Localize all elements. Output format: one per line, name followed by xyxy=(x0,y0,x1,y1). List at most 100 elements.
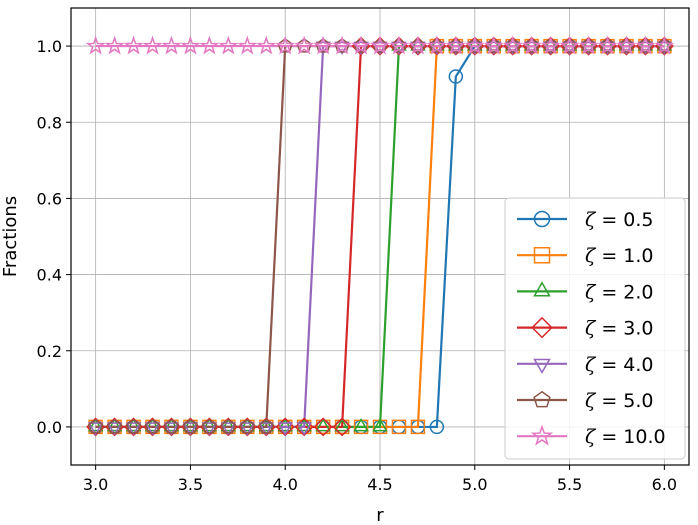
data-point xyxy=(448,69,464,84)
legend-value: = 3.0 xyxy=(601,318,653,340)
legend-marker xyxy=(533,246,551,264)
legend-label: ζ = 2.0 xyxy=(585,281,654,303)
y-tick-label: 0.4 xyxy=(37,266,62,285)
data-point xyxy=(125,422,142,436)
y-tick-label: 0.0 xyxy=(37,418,62,437)
x-tick-label: 3.0 xyxy=(83,475,108,494)
legend-label: ζ = 4.0 xyxy=(585,354,654,376)
data-point xyxy=(182,422,199,436)
legend-value: = 0.5 xyxy=(601,209,653,231)
data-point xyxy=(296,417,312,432)
legend-label: ζ = 10.0 xyxy=(585,426,666,448)
data-point xyxy=(182,418,199,434)
data-point xyxy=(106,418,123,434)
data-point xyxy=(353,417,369,432)
legend-symbol: ζ xyxy=(585,209,597,231)
data-point xyxy=(597,35,618,55)
legend-marker xyxy=(533,390,551,408)
data-point xyxy=(313,35,334,55)
x-tick-label: 5.0 xyxy=(462,475,487,494)
data-point xyxy=(87,418,104,434)
data-point xyxy=(408,35,428,55)
data-point xyxy=(180,35,201,55)
data-point xyxy=(426,35,447,55)
data-point xyxy=(391,419,407,435)
data-point xyxy=(616,35,637,55)
data-point xyxy=(372,417,388,432)
data-point xyxy=(201,418,218,434)
data-point xyxy=(144,417,161,432)
y-tick-label: 0.8 xyxy=(37,113,62,132)
data-point xyxy=(410,419,426,435)
data-point xyxy=(353,419,369,435)
data-point xyxy=(332,35,352,55)
data-point xyxy=(277,422,293,436)
data-point xyxy=(125,418,142,434)
y-tick-label: 1.0 xyxy=(37,37,62,56)
data-point xyxy=(429,419,445,435)
y-tick-label: 0.6 xyxy=(37,189,62,208)
data-point xyxy=(106,417,123,432)
data-point xyxy=(239,422,256,436)
data-point xyxy=(315,417,331,432)
data-point xyxy=(239,418,255,434)
data-point xyxy=(220,417,237,432)
legend-value: = 5.0 xyxy=(601,390,653,412)
data-point xyxy=(351,35,371,55)
x-tick-label: 5.5 xyxy=(557,475,582,494)
data-point xyxy=(258,417,275,432)
data-point xyxy=(540,35,561,55)
x-tick-label: 6.0 xyxy=(652,475,677,494)
data-point xyxy=(163,418,180,434)
legend-label: ζ = 3.0 xyxy=(585,318,654,340)
data-point xyxy=(258,418,274,434)
legend-value: = 1.0 xyxy=(601,245,653,267)
data-point xyxy=(220,422,237,436)
data-point xyxy=(218,35,239,55)
legend-symbol: ζ xyxy=(585,426,597,448)
data-point xyxy=(199,35,220,55)
data-point xyxy=(277,417,293,432)
legend-symbol: ζ xyxy=(585,281,597,303)
data-point xyxy=(445,35,466,55)
data-point xyxy=(389,35,409,55)
data-point xyxy=(144,418,161,434)
legend-symbol: ζ xyxy=(585,318,597,340)
x-tick-label: 3.5 xyxy=(178,475,203,494)
data-point xyxy=(578,35,599,55)
data-point xyxy=(104,35,125,55)
data-point xyxy=(237,35,258,55)
legend-value: = 10.0 xyxy=(601,426,665,448)
x-axis-label: r xyxy=(376,505,384,525)
y-axis-label: Fractions xyxy=(0,196,21,277)
data-point xyxy=(256,35,277,55)
data-point xyxy=(502,35,523,55)
series-lines xyxy=(95,44,665,429)
legend-marker xyxy=(530,424,554,446)
series-point-group xyxy=(85,35,675,55)
data-point xyxy=(201,417,218,432)
legend-label: ζ = 0.5 xyxy=(585,209,654,231)
legend-symbol: ζ xyxy=(585,245,597,267)
data-point xyxy=(521,35,542,55)
data-point xyxy=(201,422,218,436)
legend-symbol: ζ xyxy=(585,354,597,376)
legend: ζ = 0.5ζ = 1.0ζ = 2.0ζ = 3.0ζ = 4.0ζ = 5.0ζ = 1… xyxy=(504,197,686,460)
data-point xyxy=(334,417,350,432)
data-point xyxy=(294,35,315,55)
data-point xyxy=(296,422,312,436)
data-point xyxy=(220,418,237,434)
data-point xyxy=(163,422,180,436)
data-point xyxy=(87,422,104,436)
legend-symbol: ζ xyxy=(585,390,597,412)
data-point xyxy=(483,35,504,55)
data-point xyxy=(559,35,580,55)
data-point xyxy=(372,419,388,435)
data-point xyxy=(161,35,182,55)
legend-marker xyxy=(533,210,551,228)
data-point xyxy=(106,422,123,436)
legend-value: = 4.0 xyxy=(601,354,653,376)
data-point xyxy=(123,35,144,55)
data-point xyxy=(464,35,485,55)
